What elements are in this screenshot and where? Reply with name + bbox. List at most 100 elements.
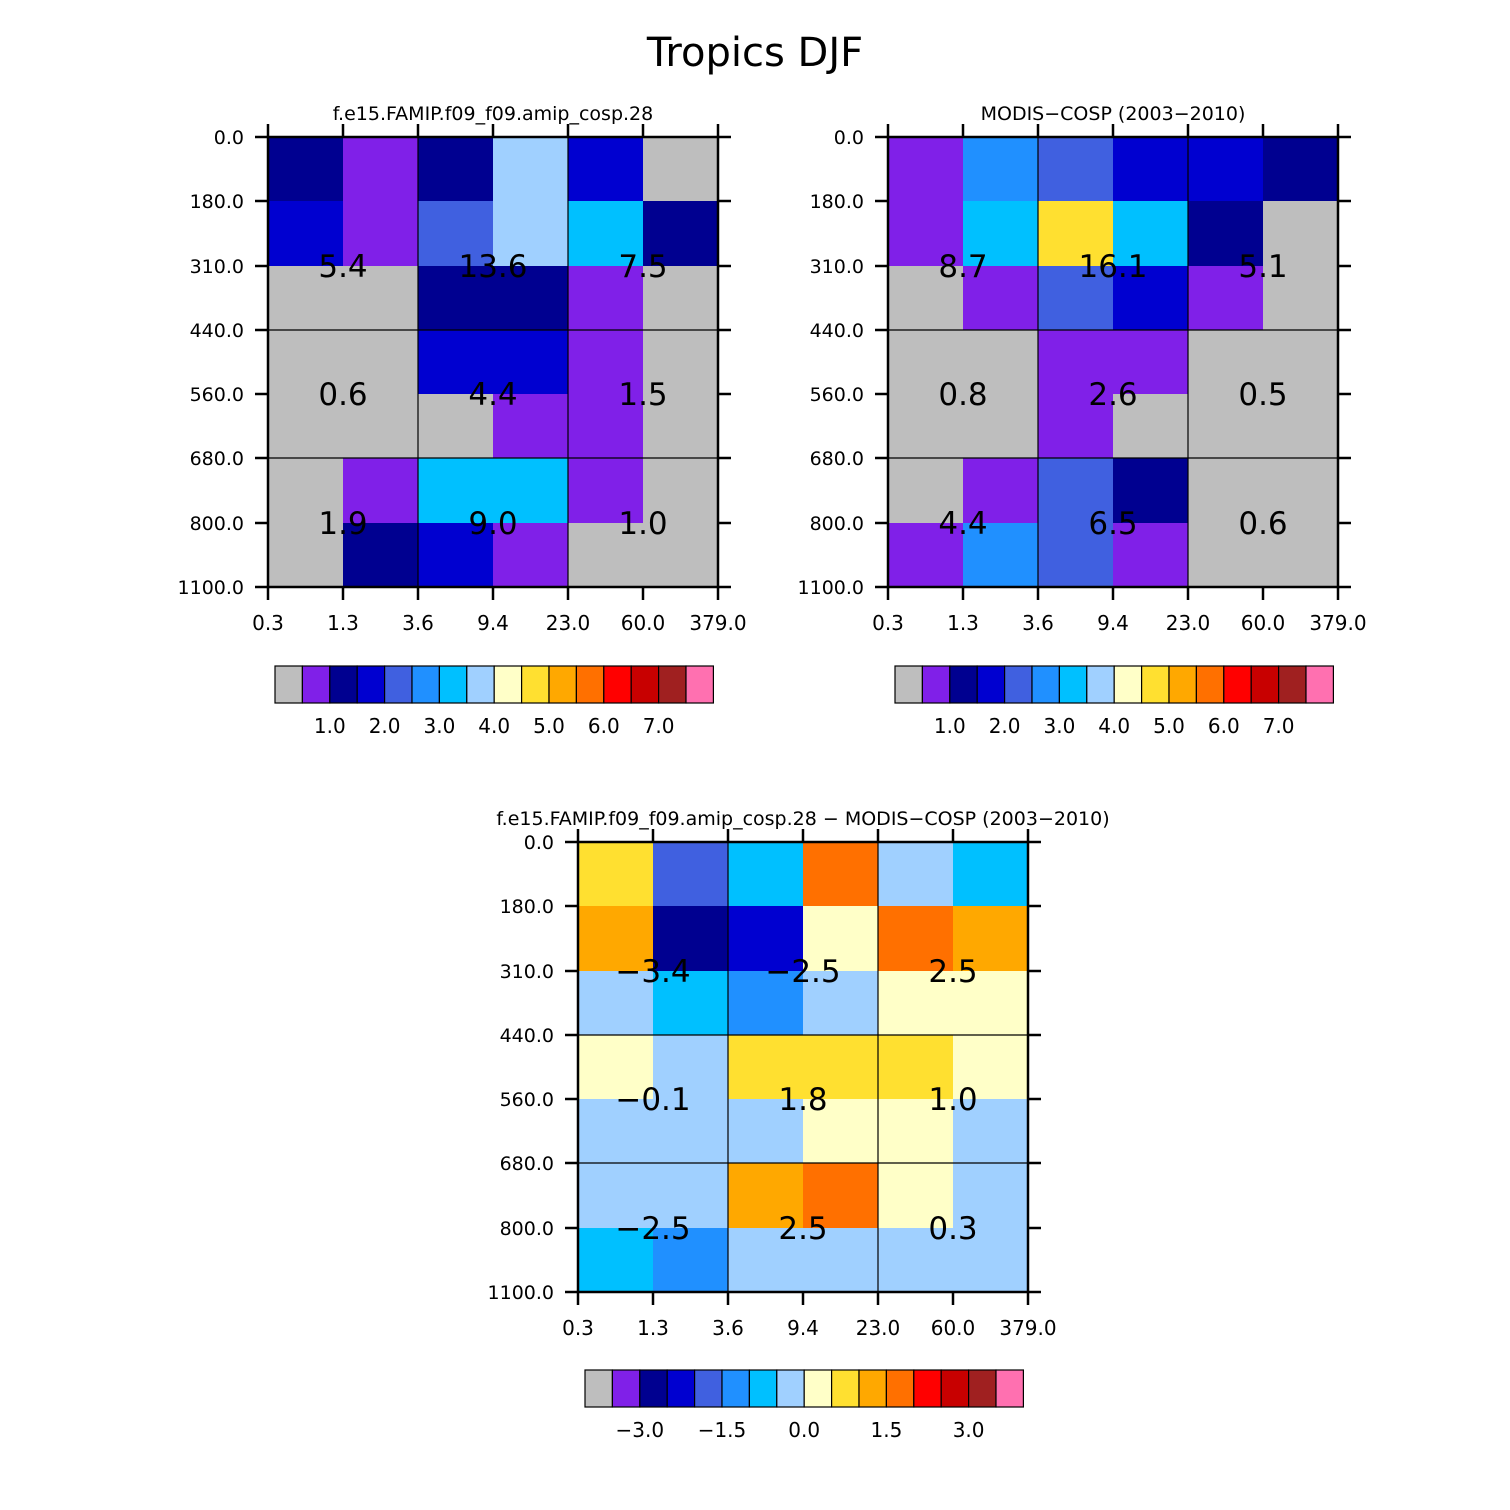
heatmap-cell [568, 266, 644, 331]
x-tick-label: 23.0 [546, 611, 591, 635]
heatmap-cell [578, 1228, 654, 1293]
block-value-label: 0.5 [1238, 377, 1287, 413]
block-value-label: −0.1 [615, 1082, 690, 1118]
x-tick-label: 60.0 [1241, 611, 1286, 635]
heatmap-cell [953, 971, 1029, 1036]
colorbar-swatch [1277, 665, 1307, 704]
colorbar-swatch [630, 665, 660, 704]
y-tick-label: 680.0 [190, 448, 244, 470]
y-tick-label: 1100.0 [178, 577, 244, 599]
y-tick-label: 800.0 [500, 1218, 554, 1240]
heatmap-cell [418, 266, 494, 331]
x-tick-label: 9.4 [477, 611, 509, 635]
heatmap-cell [878, 971, 954, 1036]
heatmap-cell [803, 971, 879, 1036]
block-value-label: 1.5 [618, 377, 667, 413]
heatmap-cell [1188, 137, 1264, 202]
heatmap-cell [643, 523, 719, 588]
block-value-label: −2.5 [615, 1211, 690, 1247]
heatmap-panel-3: f.e15.FAMIP.f09_f09.amip_cosp.28 − MODIS… [488, 808, 1110, 1442]
colorbar-swatch [858, 1369, 887, 1408]
heatmap-cell [653, 1163, 729, 1229]
heatmap-cell [803, 1099, 879, 1164]
x-tick-label: 0.3 [872, 611, 904, 635]
block-value-label: 4.4 [468, 377, 517, 413]
heatmap-cell [1113, 266, 1189, 331]
heatmap-cell [653, 971, 729, 1036]
heatmap-cell [343, 394, 419, 459]
heatmap-cell [643, 330, 719, 395]
heatmap-cell [1113, 330, 1189, 395]
x-tick-label: 379.0 [689, 611, 746, 635]
colorbar-swatch [603, 665, 632, 704]
panel-title: MODIS−COSP (2003−2010) [981, 103, 1246, 125]
colorbar-swatch [1168, 665, 1197, 704]
heatmap-panel-1: f.e15.FAMIP.f09_f09.amip_cosp.28 5.4 13.6 7… [178, 103, 747, 738]
heatmap-cell [953, 1099, 1029, 1164]
y-tick-label: 680.0 [810, 448, 864, 470]
x-tick-label: 23.0 [856, 1316, 901, 1340]
colorbar-swatch [1305, 665, 1334, 704]
heatmap-cell [568, 330, 644, 395]
x-tick-label: 60.0 [931, 1316, 976, 1340]
y-tick-label: 0.0 [524, 832, 554, 854]
heatmap-cell [963, 458, 1039, 524]
heatmap-cell [728, 906, 804, 972]
heatmap-cell [578, 1099, 654, 1164]
colorbar-label: 3.0 [953, 1418, 985, 1442]
colorbar-swatch [1086, 665, 1115, 704]
heatmap-cell [343, 137, 419, 202]
heatmap-cell [878, 842, 954, 907]
colorbar-swatch [584, 1369, 613, 1408]
heatmap-cell [1263, 266, 1339, 331]
heatmap-cell [1188, 523, 1264, 588]
colorbar-swatch [693, 1369, 723, 1408]
block-value-label: 5.1 [1238, 249, 1287, 285]
y-tick-label: 440.0 [500, 1025, 554, 1047]
heatmap-cell [268, 137, 344, 202]
colorbar-label: 1.0 [934, 714, 966, 738]
heatmap-cell [643, 394, 719, 459]
x-tick-label: 1.3 [327, 611, 359, 635]
colorbar-label: 2.0 [369, 714, 401, 738]
colorbar-swatch [611, 1369, 641, 1408]
colorbar-swatch [995, 1369, 1024, 1408]
heatmap-cell [568, 523, 644, 588]
colorbar-swatch [1031, 665, 1060, 704]
y-tick-label: 800.0 [190, 513, 244, 535]
heatmap-cell [493, 266, 569, 331]
heatmap-cell [953, 906, 1029, 972]
heatmap-cell [578, 1035, 654, 1100]
heatmap-cell [1263, 458, 1339, 524]
heatmap-cell [343, 201, 419, 267]
heatmap-cell [963, 330, 1039, 395]
heatmap-cell [803, 906, 879, 972]
block-value-label: 1.0 [928, 1082, 977, 1118]
heatmap-cell [493, 458, 569, 524]
x-tick-label: 1.3 [637, 1316, 669, 1340]
heatmap-cell [578, 842, 654, 907]
heatmap-cell [1038, 458, 1114, 524]
heatmap-cell [568, 137, 644, 202]
plots: f.e15.FAMIP.f09_f09.amip_cosp.28 5.4 13.6 7… [178, 103, 1367, 1442]
colorbar: −3.0 −1.5 0.0 1.5 3.0 [584, 1369, 1024, 1442]
heatmap-cell [953, 1035, 1029, 1100]
heatmap-cell [568, 201, 644, 267]
colorbar: 1.0 2.0 3.0 4.0 5.0 6.0 7.0 [274, 665, 714, 738]
x-tick-label: 9.4 [787, 1316, 819, 1340]
heatmap-cell [888, 523, 964, 588]
colorbar-swatch [411, 665, 440, 704]
heatmap-cell [1188, 458, 1264, 524]
colorbar-label: 2.0 [989, 714, 1021, 738]
heatmap-cell [878, 906, 954, 972]
heatmap-cell [963, 266, 1039, 331]
heatmap-cell [728, 842, 804, 907]
colorbar-label: 7.0 [1263, 714, 1295, 738]
heatmap-cell [343, 330, 419, 395]
heatmap-cell [963, 394, 1039, 459]
heatmap-cell [493, 137, 569, 202]
y-tick-label: 440.0 [190, 320, 244, 342]
heatmap-cell [268, 201, 344, 267]
heatmap-cell [728, 1099, 804, 1164]
y-tick-label: 440.0 [810, 320, 864, 342]
